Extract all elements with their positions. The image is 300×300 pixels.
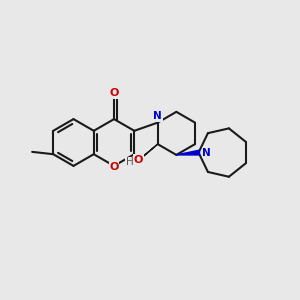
Text: H: H xyxy=(126,158,134,167)
Text: O: O xyxy=(109,88,119,98)
Text: N: N xyxy=(153,111,162,121)
Polygon shape xyxy=(176,150,200,155)
Text: O: O xyxy=(134,155,143,165)
Text: O: O xyxy=(109,162,119,172)
Polygon shape xyxy=(141,144,158,158)
Text: N: N xyxy=(202,148,211,158)
